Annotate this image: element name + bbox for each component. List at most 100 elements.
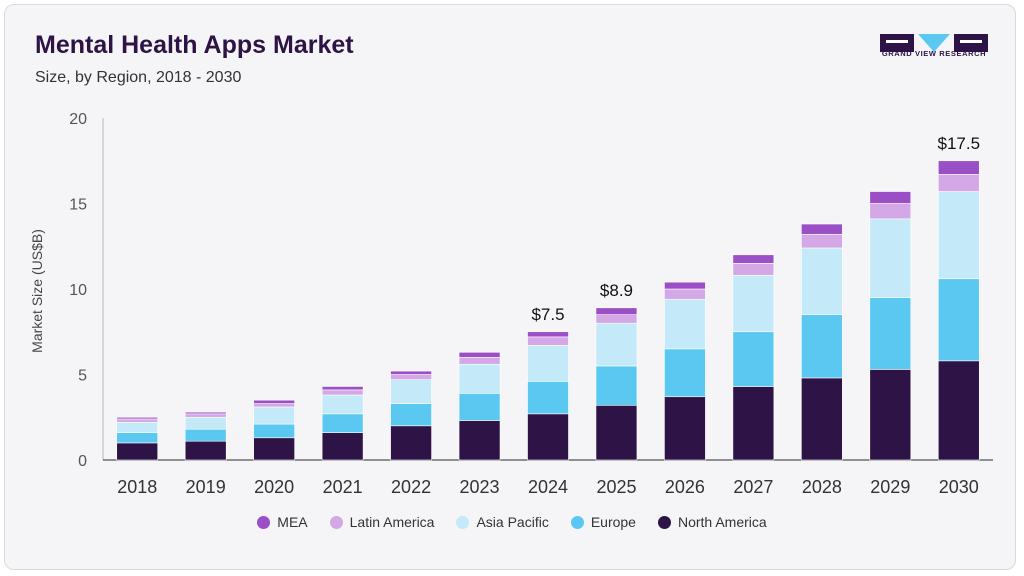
bar-segment (116, 422, 159, 433)
bar-segment (869, 297, 912, 370)
legend-item: Latin America (329, 514, 435, 530)
x-tick-label: 2028 (802, 477, 842, 497)
bar-segment (458, 393, 501, 421)
bar-segment (184, 416, 227, 430)
bar-segment (390, 379, 432, 404)
bar-segment (937, 278, 980, 362)
bar-segment (184, 411, 227, 415)
bar-segment (116, 416, 159, 420)
grand-view-research-logo-icon (880, 34, 988, 52)
legend-label: MEA (277, 514, 308, 530)
y-tick-label: 5 (78, 368, 87, 385)
y-axis-label: Market Size (US$B) (29, 229, 45, 353)
x-tick-label: 2022 (391, 477, 431, 497)
x-tick-label: 2030 (939, 477, 979, 497)
data-label: $7.5 (531, 305, 564, 324)
bar-segment (664, 281, 706, 290)
bar-segment (458, 363, 501, 394)
bar-segment (937, 174, 980, 192)
bar-segment (801, 233, 843, 249)
y-tick-label: 0 (78, 453, 87, 470)
bar-segment (253, 423, 295, 439)
bar-segment (321, 394, 364, 415)
legend-swatch (570, 515, 584, 529)
bar-segment (321, 389, 364, 396)
bar-segment (321, 413, 364, 433)
bar-segment (116, 442, 159, 461)
bar-segment (390, 370, 432, 375)
bar-segment (869, 203, 912, 220)
bar-segment (458, 357, 501, 365)
bar-segment (527, 345, 569, 382)
bar-segment (253, 437, 295, 461)
bar-segment (321, 432, 364, 461)
legend-item: Asia Pacific (456, 514, 549, 530)
legend-label: North America (677, 514, 767, 530)
bar-segment (801, 247, 843, 315)
bar-segment (732, 263, 775, 276)
bar-segment (869, 218, 912, 298)
x-tick-label: 2018 (117, 477, 157, 497)
bar-segment (732, 254, 775, 264)
bar-segment (390, 425, 432, 461)
chart-card: Mental Health Apps Market Size, by Regio… (4, 4, 1016, 570)
data-label: $17.5 (937, 134, 980, 153)
bar-segment (321, 386, 364, 391)
bar-segment (937, 191, 980, 280)
bar-segment (801, 223, 843, 235)
x-tick-label: 2021 (323, 477, 363, 497)
x-tick-label: 2023 (460, 477, 500, 497)
bar-segment (595, 365, 638, 406)
bar-segment (253, 399, 295, 404)
x-tick-label: 2024 (528, 477, 568, 497)
bar-segment (664, 298, 706, 350)
bar-segment (527, 336, 569, 346)
x-tick-label: 2020 (254, 477, 294, 497)
bar-segment (869, 191, 912, 204)
bar-segment (116, 418, 159, 423)
legend-label: Asia Pacific (476, 514, 549, 530)
bar-segment (458, 420, 501, 461)
bar-segment (390, 403, 432, 427)
bar-segment (664, 288, 706, 300)
bar-segment (937, 160, 980, 175)
bar-segment (595, 322, 638, 367)
logo-text: GRAND VIEW RESEARCH (881, 49, 987, 58)
bar-segment (664, 396, 706, 461)
bar-segment (184, 428, 227, 442)
bar-segment (116, 432, 159, 444)
legend-swatch (257, 515, 271, 529)
bar-segment (801, 314, 843, 379)
legend-item: Europe (570, 514, 636, 530)
bar-segment (595, 307, 638, 315)
bar-segment (253, 403, 295, 408)
x-tick-label: 2019 (186, 477, 226, 497)
legend-swatch (329, 515, 343, 529)
bar-segment (801, 377, 843, 461)
chart-legend: MEA Latin America Asia Pacific Europe North … (0, 514, 1024, 530)
bar-segment (184, 440, 227, 461)
legend-label: Latin America (349, 514, 435, 530)
bar-segment (184, 413, 227, 418)
bar-segment (937, 360, 980, 461)
x-tick-label: 2025 (596, 477, 636, 497)
page-title: Mental Health Apps Market (35, 31, 354, 59)
x-tick-label: 2027 (733, 477, 773, 497)
legend-swatch (456, 515, 470, 529)
data-label: $8.9 (600, 281, 633, 300)
bar-segment (527, 331, 569, 338)
bar-segment (458, 351, 501, 358)
x-tick-label: 2026 (665, 477, 705, 497)
bar-segment (390, 374, 432, 380)
bar-segment (253, 406, 295, 425)
bar-segment (527, 413, 569, 461)
y-tick-label: 15 (69, 197, 87, 214)
bar-segment (732, 386, 775, 461)
y-tick-label: 10 (69, 282, 87, 299)
legend-item: North America (657, 514, 767, 530)
page-subtitle: Size, by Region, 2018 - 2030 (35, 69, 242, 86)
legend-label: Europe (590, 514, 636, 530)
legend-swatch (657, 515, 671, 529)
bar-segment (527, 381, 569, 415)
